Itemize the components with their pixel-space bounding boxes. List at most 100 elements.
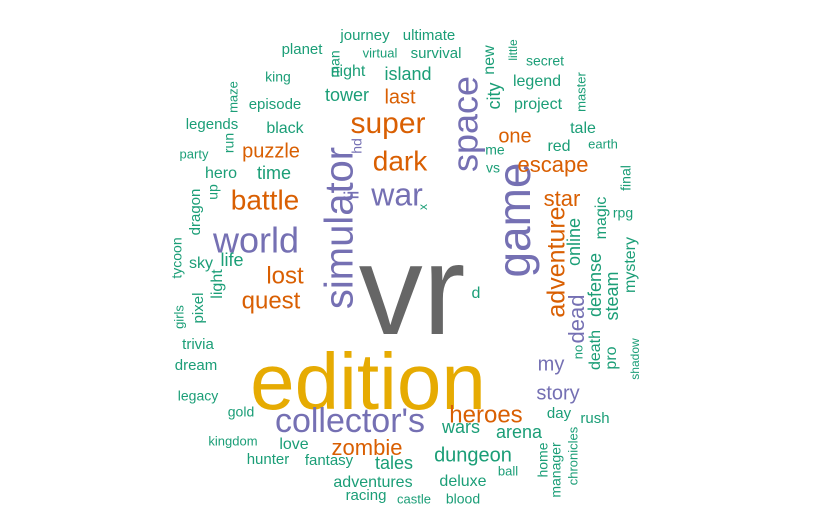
word-world: world bbox=[212, 220, 299, 261]
word-d: d bbox=[472, 285, 481, 302]
word-ii: ii bbox=[341, 191, 363, 200]
word-life: life bbox=[220, 250, 243, 270]
word-kingdom: kingdom bbox=[208, 433, 257, 448]
word-battle: battle bbox=[231, 184, 300, 215]
word-king: king bbox=[265, 69, 291, 85]
word-vr: vr bbox=[359, 219, 466, 362]
word-super: super bbox=[350, 107, 425, 140]
word-man: man bbox=[327, 50, 343, 77]
word-dragon: dragon bbox=[187, 189, 204, 236]
word-dark: dark bbox=[373, 145, 428, 176]
word-space: space bbox=[445, 76, 486, 172]
word-my: my bbox=[538, 353, 565, 375]
word-steam: steam bbox=[602, 271, 622, 320]
word-tycoon: tycoon bbox=[169, 237, 185, 278]
word-zombie: zombie bbox=[332, 435, 403, 460]
word-magic: magic bbox=[593, 197, 610, 240]
word-rush: rush bbox=[580, 410, 609, 427]
word-edition: edition bbox=[250, 337, 486, 426]
word-dead: dead bbox=[564, 295, 589, 344]
word-collector-s: collector's bbox=[275, 402, 425, 440]
word-deluxe: deluxe bbox=[439, 473, 486, 490]
word-adventure: adventure bbox=[543, 206, 571, 317]
word-heroes: heroes bbox=[449, 401, 522, 428]
word-adventures: adventures bbox=[333, 474, 412, 491]
word-last: last bbox=[384, 86, 416, 108]
word-light: light bbox=[209, 269, 226, 299]
word-trivia: trivia bbox=[182, 336, 214, 353]
word-war: war bbox=[370, 176, 423, 212]
word-quest: quest bbox=[242, 287, 301, 314]
word-final: final bbox=[618, 165, 634, 191]
word-red: red bbox=[547, 138, 570, 155]
word-tower: tower bbox=[325, 85, 369, 105]
word-online: online bbox=[564, 218, 584, 266]
word-game: game bbox=[488, 162, 540, 277]
word-story: story bbox=[536, 382, 579, 404]
word-dream: dream bbox=[175, 357, 218, 374]
word-no: no bbox=[570, 345, 585, 359]
word-ball: ball bbox=[498, 463, 518, 478]
word-legacy: legacy bbox=[178, 388, 218, 404]
word-dungeon: dungeon bbox=[434, 444, 512, 466]
word-run: run bbox=[221, 133, 237, 153]
word-master: master bbox=[573, 71, 588, 111]
word-chronicles: chronicles bbox=[565, 426, 580, 485]
word-vs: vs bbox=[486, 160, 500, 176]
word-party: party bbox=[180, 146, 209, 161]
word-hunter: hunter bbox=[247, 451, 290, 468]
word-ultimate: ultimate bbox=[403, 27, 456, 44]
word-me: me bbox=[485, 142, 505, 158]
word-escape: escape bbox=[518, 152, 589, 177]
word-love: love bbox=[279, 436, 308, 453]
word-defense: defense bbox=[585, 253, 605, 317]
word-day: day bbox=[547, 405, 572, 422]
word-gold: gold bbox=[228, 404, 254, 420]
word-mystery: mystery bbox=[622, 237, 639, 293]
word-manager: manager bbox=[548, 442, 564, 498]
word-little: little bbox=[506, 39, 520, 61]
word-hd: hd bbox=[349, 138, 365, 154]
word-fantasy: fantasy bbox=[305, 452, 354, 469]
word-x: x bbox=[416, 204, 430, 210]
word-rpg: rpg bbox=[613, 205, 633, 221]
word-secret: secret bbox=[526, 53, 564, 69]
word-puzzle: puzzle bbox=[242, 140, 300, 162]
word-pixel: pixel bbox=[190, 293, 207, 324]
word-legends: legends bbox=[186, 116, 239, 133]
word-star: star bbox=[544, 186, 581, 211]
word-hero: hero bbox=[205, 165, 237, 182]
word-tale: tale bbox=[570, 120, 596, 137]
word-maze: maze bbox=[225, 81, 240, 113]
word-sky: sky bbox=[189, 255, 213, 272]
word-pro: pro bbox=[603, 346, 620, 369]
word-wars: wars bbox=[441, 417, 480, 437]
word-lost: lost bbox=[266, 262, 304, 289]
word-black: black bbox=[266, 120, 304, 137]
word-survival: survival bbox=[411, 45, 462, 62]
word-castle: castle bbox=[397, 491, 431, 506]
word-racing: racing bbox=[346, 487, 387, 504]
word-shadow: shadow bbox=[628, 338, 642, 380]
word-city: city bbox=[484, 83, 504, 110]
word-planet: planet bbox=[282, 41, 324, 58]
word-night: night bbox=[331, 63, 366, 80]
word-time: time bbox=[257, 163, 291, 183]
word-island: island bbox=[384, 64, 431, 84]
word-up: up bbox=[205, 184, 221, 200]
word-simulator: simulator bbox=[318, 147, 362, 309]
word-home: home bbox=[535, 442, 551, 477]
word-journey: journey bbox=[339, 27, 390, 44]
word-project: project bbox=[514, 96, 563, 113]
word-tales: tales bbox=[375, 453, 413, 473]
word-new: new bbox=[481, 45, 498, 75]
word-arena: arena bbox=[496, 422, 543, 442]
word-earth: earth bbox=[588, 136, 618, 151]
word-legend: legend bbox=[513, 73, 561, 90]
word-one: one bbox=[498, 125, 531, 147]
word-virtual: virtual bbox=[363, 45, 398, 60]
word-death: death bbox=[587, 330, 604, 370]
word-blood: blood bbox=[446, 491, 480, 507]
word-girls: girls bbox=[171, 305, 186, 329]
